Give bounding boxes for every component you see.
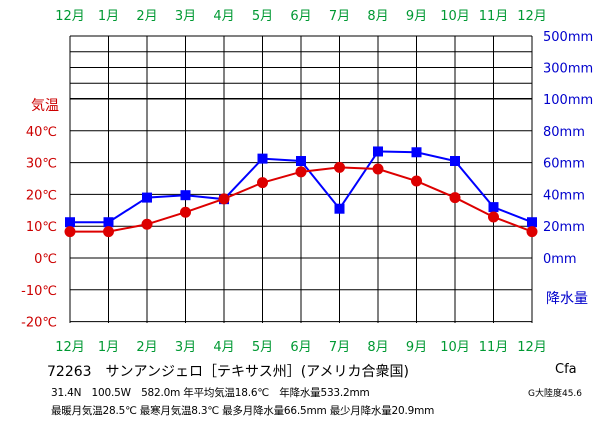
precipitation-point [142, 192, 152, 203]
temperature-point [141, 218, 153, 230]
month-label: 7月 [329, 340, 350, 355]
temperature-series [64, 161, 538, 238]
temperature-tick-label: 40℃ [26, 125, 57, 140]
precipitation-axis: 降水量 500mm 300mm 100mm 80mm 60mm 40mm 20mm 0mm [543, 30, 593, 307]
temperature-point [180, 206, 191, 218]
precipitation-point [488, 202, 499, 213]
temperature-axis: 気温 40℃ 30℃ 20℃ 10℃ 0℃ -10℃ -20℃ [21, 98, 59, 331]
temperature-point [257, 177, 268, 189]
month-label: 12月 [517, 9, 547, 24]
month-label: 10月 [440, 9, 470, 24]
temperature-point [488, 211, 499, 223]
precipitation-tick-label: 80mm [543, 125, 585, 140]
month-label: 9月 [406, 340, 427, 355]
station-summary: 31.4N 100.5W 582.0m 年平均気温18.6℃ 年降水量533.2… [51, 387, 370, 399]
month-label: 5月 [252, 340, 273, 355]
precipitation-point [527, 217, 537, 228]
temperature-point [64, 226, 76, 238]
precipitation-tick-label: 0mm [543, 252, 577, 267]
temperature-tick-label: -20℃ [21, 316, 57, 331]
month-label: 12月 [55, 340, 85, 355]
precipitation-point [103, 217, 114, 228]
temperature-point [372, 163, 384, 175]
top-month-axis: 12月 1月 2月 3月 4月 5月 6月 7月 8月 9月 10月 11月 12月 [55, 9, 547, 24]
month-label: 7月 [329, 9, 350, 24]
month-label: 8月 [367, 9, 388, 24]
koppen-climate-code: Cfa [555, 362, 577, 377]
chart-grid [69, 35, 533, 323]
temperature-tick-label: 0℃ [34, 252, 57, 267]
station-extremes: 最暖月気温28.5℃ 最寒月気温8.3℃ 最多月降水量66.5mm 最少月降水量… [51, 405, 435, 417]
precipitation-point [296, 156, 306, 167]
month-label: 10月 [440, 340, 470, 355]
month-label: 11月 [479, 340, 509, 355]
month-label: 5月 [252, 9, 273, 24]
temperature-tick-label: 20℃ [26, 188, 57, 203]
month-label: 3月 [175, 9, 196, 24]
month-label: 12月 [517, 340, 547, 355]
precipitation-tick-label: 500mm [543, 30, 593, 45]
temperature-point [218, 193, 230, 205]
temperature-point [295, 166, 307, 178]
temperature-point [411, 175, 422, 187]
precipitation-point [334, 203, 345, 214]
precipitation-axis-title: 降水量 [546, 291, 588, 307]
temperature-tick-label: -10℃ [21, 284, 57, 299]
continentality-index: G大陸度45.6 [528, 389, 583, 399]
temperature-point [526, 226, 538, 238]
month-label: 12月 [55, 9, 85, 24]
month-label: 8月 [367, 340, 388, 355]
precipitation-point [373, 146, 383, 157]
month-label: 3月 [175, 340, 196, 355]
precipitation-point [180, 190, 191, 201]
temperature-axis-title: 気温 [31, 98, 59, 114]
month-label: 11月 [479, 9, 509, 24]
month-label: 6月 [290, 340, 311, 355]
month-label: 1月 [98, 9, 119, 24]
temperature-tick-label: 30℃ [26, 157, 57, 172]
month-label: 2月 [136, 9, 157, 24]
month-label: 9月 [406, 9, 427, 24]
temperature-tick-label: 10℃ [26, 220, 57, 235]
precipitation-tick-label: 300mm [543, 62, 593, 77]
precipitation-tick-label: 20mm [543, 220, 585, 235]
month-label: 4月 [213, 340, 234, 355]
bottom-month-axis: 12月 1月 2月 3月 4月 5月 6月 7月 8月 9月 10月 11月 12月 [55, 340, 547, 355]
month-label: 4月 [213, 9, 234, 24]
month-label: 1月 [98, 340, 119, 355]
precipitation-point [411, 147, 422, 158]
temperature-point [449, 192, 461, 204]
station-title: 72263 サンアンジェロ［テキサス州］(アメリカ合衆国) [47, 364, 409, 380]
precipitation-point [65, 217, 75, 228]
month-label: 6月 [290, 9, 311, 24]
temperature-point [334, 161, 345, 173]
precipitation-tick-label: 60mm [543, 157, 585, 172]
precipitation-tick-label: 100mm [543, 93, 593, 108]
climate-chart: 12月 1月 2月 3月 4月 5月 6月 7月 8月 9月 10月 11月 12月 12月 1月 2月 3月… [21, 9, 593, 355]
temperature-point [103, 226, 114, 238]
precipitation-point [257, 153, 268, 164]
precipitation-point [450, 156, 460, 167]
precipitation-tick-label: 40mm [543, 188, 585, 203]
month-label: 2月 [136, 340, 157, 355]
